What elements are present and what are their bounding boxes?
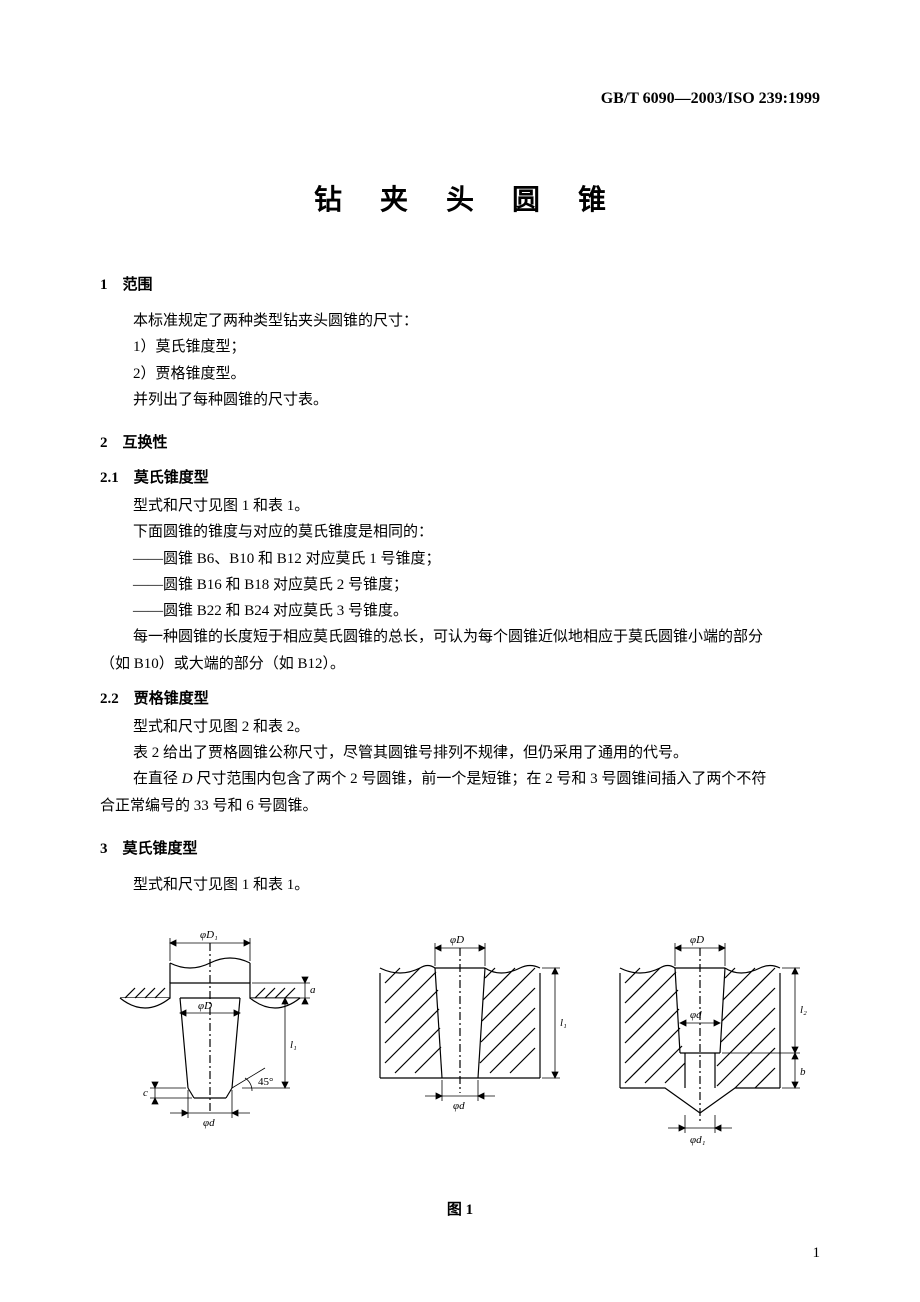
label-45deg: 45° xyxy=(258,1076,273,1088)
s21-d2: 圆锥 B16 和 B18 对应莫氏 2 号锥度； xyxy=(100,572,820,598)
label-phid-left: φd xyxy=(203,1117,215,1129)
s1-p1: 本标准规定了两种类型钻夹头圆锥的尺寸： xyxy=(100,308,820,334)
label-a: a xyxy=(310,984,316,996)
label-b: b xyxy=(800,1066,806,1078)
s1-p2: 并列出了每种圆锥的尺寸表。 xyxy=(100,387,820,413)
label-phiD1: φD₁ xyxy=(200,929,218,941)
section-1-heading: 1 范围 xyxy=(100,273,820,294)
s22-p1: 型式和尺寸见图 2 和表 2。 xyxy=(100,714,820,740)
page-number: 1 xyxy=(813,1245,821,1262)
label-phid-right: φd xyxy=(690,1009,702,1021)
s22-p3: 在直径 D 尺寸范围内包含了两个 2 号圆锥，前一个是短锥；在 2 号和 3 号… xyxy=(100,766,820,792)
section-3-heading: 3 莫氏锥度型 xyxy=(100,837,820,858)
document-title: 钻夹头圆锥 xyxy=(100,178,820,218)
s22-p3a: 在直径 xyxy=(133,771,182,787)
s22-p2: 表 2 给出了贾格圆锥公称尺寸，尽管其圆锥号排列不规律，但仍采用了通用的代号。 xyxy=(100,740,820,766)
diagram-right: φD φd φd₁ l₂ xyxy=(590,923,810,1153)
s22-p3b: 尺寸范围内包含了两个 2 号圆锥，前一个是短锥；在 2 号和 3 号圆锥间插入了… xyxy=(193,771,767,787)
label-l2: l₂ xyxy=(800,1004,807,1016)
label-phid1: φd₁ xyxy=(690,1134,706,1146)
section-2-heading: 2 互换性 xyxy=(100,431,820,452)
s22-p3c: 合正常编号的 33 号和 6 号圆锥。 xyxy=(100,793,820,819)
s22-p3-var: D xyxy=(182,771,193,787)
label-c: c xyxy=(143,1087,148,1099)
standard-code: GB/T 6090—2003/ISO 239:1999 xyxy=(100,90,820,108)
label-l1-mid: l₁ xyxy=(560,1017,567,1029)
s1-li1: 1）莫氏锥度型； xyxy=(100,334,820,360)
s21-d3: 圆锥 B22 和 B24 对应莫氏 3 号锥度。 xyxy=(100,598,820,624)
s21-p3b: （如 B10）或大端的部分（如 B12）。 xyxy=(100,651,820,677)
label-phiD-right: φD xyxy=(690,934,704,946)
diagram-left: φD₁ φD φd 45° l₁ xyxy=(110,923,330,1133)
label-phiD-mid: φD xyxy=(450,934,464,946)
s21-d1: 圆锥 B6、B10 和 B12 对应莫氏 1 号锥度； xyxy=(100,546,820,572)
label-l1-left: l₁ xyxy=(290,1039,297,1051)
section-21-heading: 2.1 莫氏锥度型 xyxy=(100,466,820,487)
s21-p1: 型式和尺寸见图 1 和表 1。 xyxy=(100,493,820,519)
diagram-middle: φD φd l₁ xyxy=(350,923,570,1133)
label-phid-mid: φd xyxy=(453,1100,465,1112)
figure-1-area: φD₁ φD φd 45° l₁ xyxy=(100,923,820,1153)
s21-p3: 每一种圆锥的长度短于相应莫氏圆锥的总长，可认为每个圆锥近似地相应于莫氏圆锥小端的… xyxy=(100,624,820,650)
figure-1-caption: 图 1 xyxy=(100,1198,820,1219)
s3-p1: 型式和尺寸见图 1 和表 1。 xyxy=(100,872,820,898)
section-22-heading: 2.2 贾格锥度型 xyxy=(100,687,820,708)
label-phiD-left: φD xyxy=(198,1000,212,1012)
s21-p2: 下面圆锥的锥度与对应的莫氏锥度是相同的： xyxy=(100,519,820,545)
s1-li2: 2）贾格锥度型。 xyxy=(100,361,820,387)
